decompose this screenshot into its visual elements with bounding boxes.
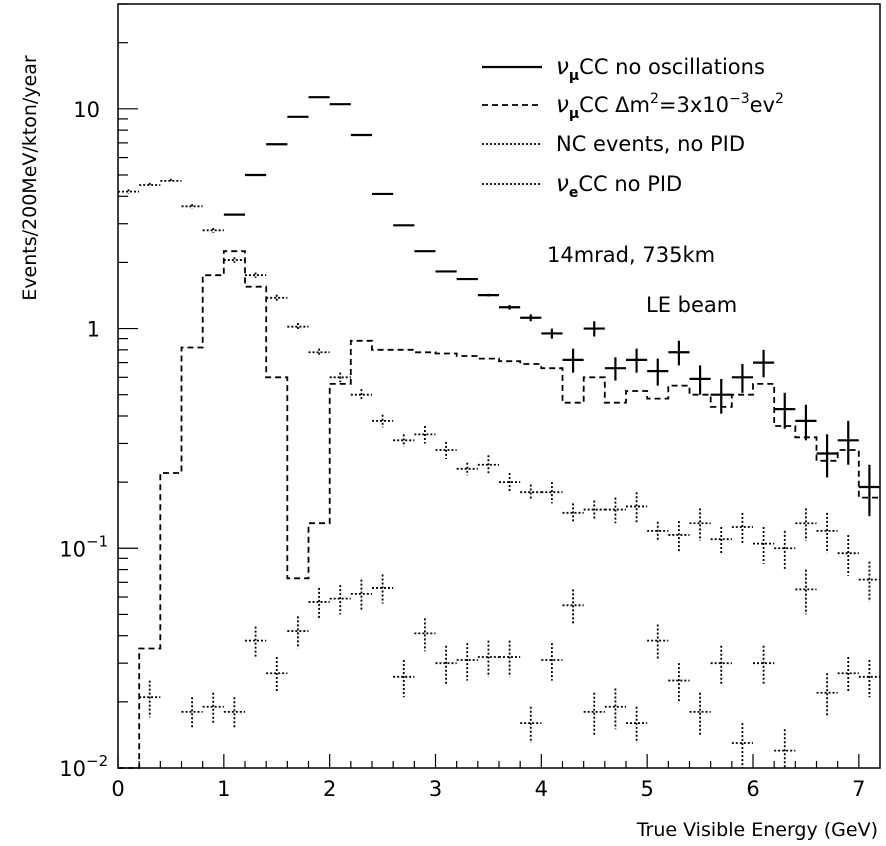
legend-text-part: 2: [650, 91, 659, 107]
legend-text-part: CC Δm: [579, 93, 650, 117]
y-tick-label: 1: [87, 318, 100, 342]
legend-text-part: e: [569, 185, 579, 201]
legend-text-part: CC no oscillations: [579, 55, 765, 79]
plot-frame: [117, 3, 881, 769]
series-layer: [118, 96, 880, 769]
legend-label-3: νeCC no PID: [556, 171, 682, 201]
y-tick-label: 10: [59, 537, 86, 561]
annotation-beam: LE beam: [646, 293, 737, 317]
y-tick-label-exponent: −2: [86, 752, 108, 770]
legend-text-part: ev: [750, 93, 775, 117]
y-tick-label: 10: [73, 98, 100, 122]
x-tick-label: 7: [852, 777, 865, 801]
y-tick-label: 10: [59, 757, 86, 781]
legend-text-part: ν: [556, 54, 569, 80]
legend-text-part: ν: [556, 92, 569, 118]
x-tick-label: 6: [746, 777, 759, 801]
x-axis-title: True Visible Energy (GeV): [636, 819, 878, 841]
legend-text-part: μ: [569, 68, 579, 84]
x-tick-label: 3: [429, 777, 442, 801]
x-tick-label: 1: [217, 777, 230, 801]
series-1-histogram: [118, 250, 880, 769]
y-tick-label-exponent: −1: [86, 532, 108, 550]
legend-text-part: −3: [729, 91, 750, 107]
x-tick-label: 2: [323, 777, 336, 801]
legend-text-part: 2: [775, 91, 784, 107]
legend-text-part: NC events, no PID: [556, 132, 745, 156]
y-axis-title: Events/200MeV/kton/year: [19, 55, 41, 301]
legend-label-2: NC events, no PID: [556, 132, 745, 156]
x-tick-label: 5: [640, 777, 653, 801]
annotation-distance: 14mrad, 735km: [547, 243, 715, 267]
x-tick-label: 4: [535, 777, 548, 801]
legend-text-part: ν: [556, 171, 569, 197]
legend-text-part: μ: [569, 106, 579, 122]
legend-text-part: CC no PID: [578, 172, 682, 196]
axis-ticks: [117, 3, 860, 769]
legend-label-1: νμCC Δm2=3x10−3ev2: [556, 91, 784, 122]
legend-text-part: =3x10: [659, 93, 729, 117]
legend-label-0: νμCC no oscillations: [556, 54, 765, 84]
x-tick-label: 0: [111, 777, 124, 801]
